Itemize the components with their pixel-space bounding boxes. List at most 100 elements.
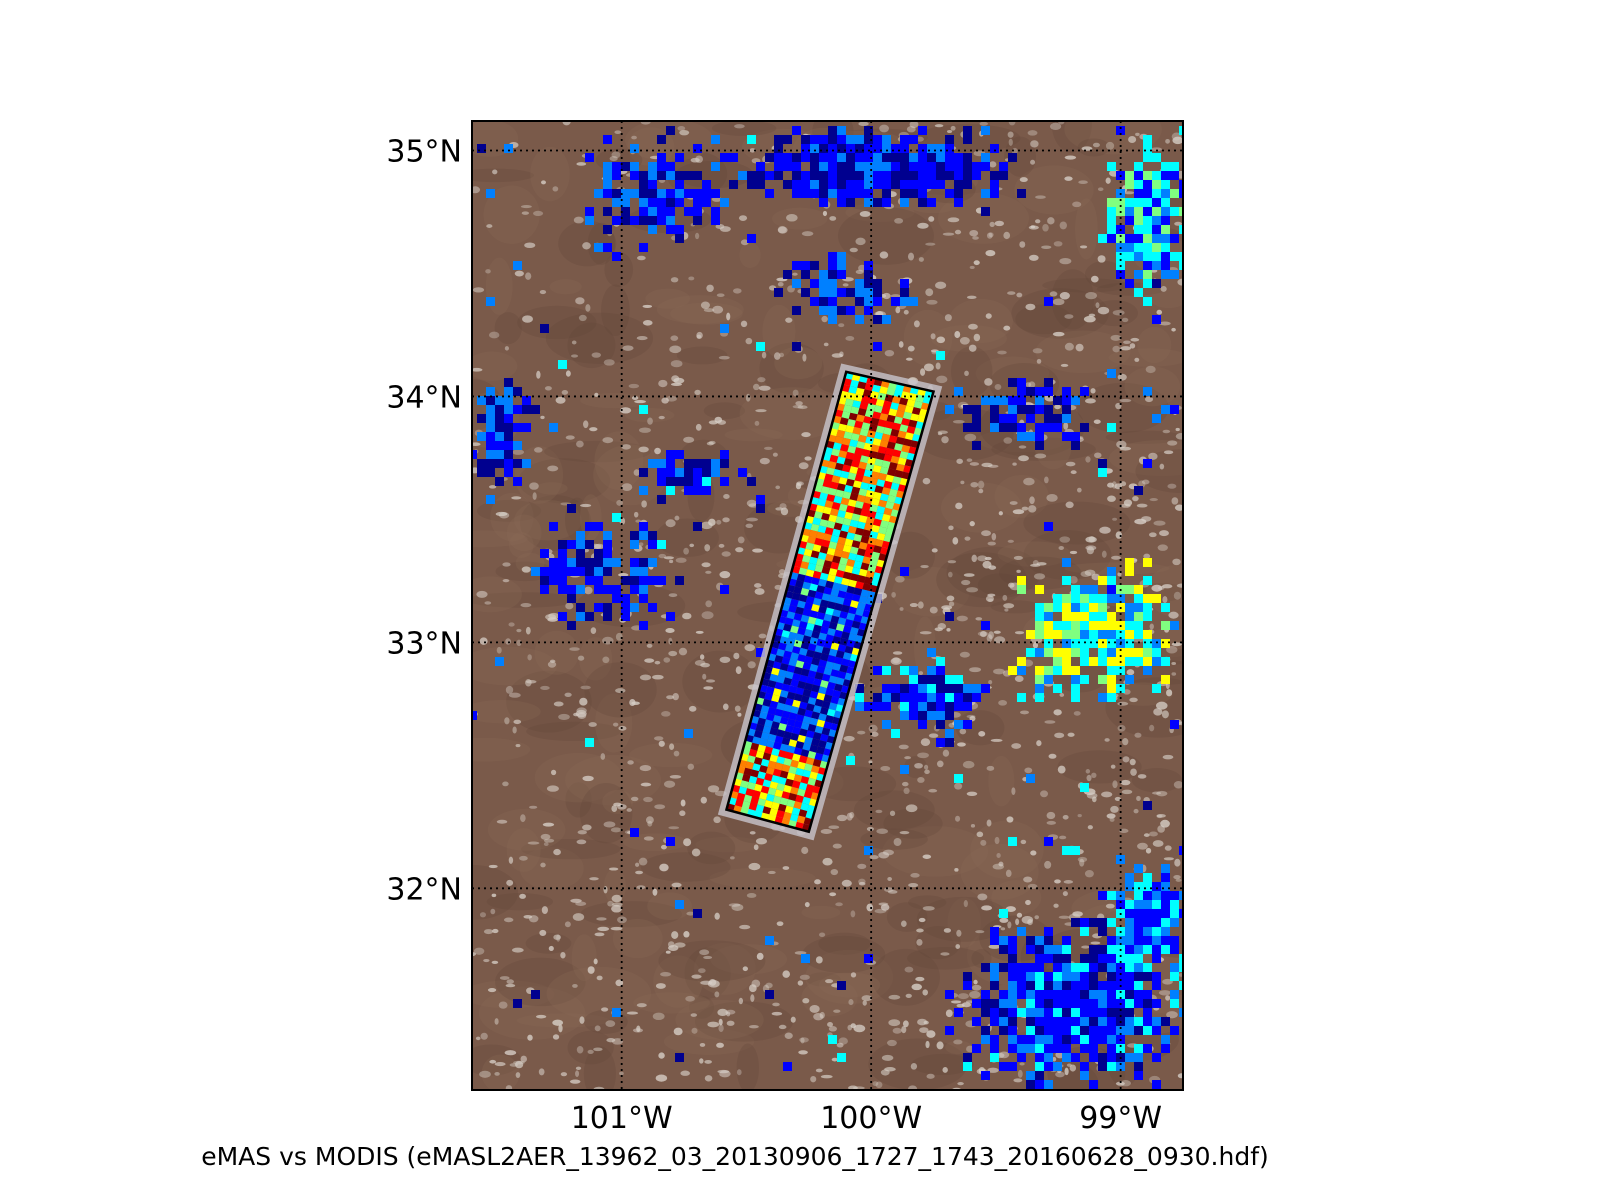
modis-pixel — [1071, 603, 1080, 612]
modis-pixel — [1179, 981, 1183, 990]
swath-cell — [807, 723, 817, 732]
modis-pixel — [819, 180, 828, 189]
land-patch — [1091, 300, 1138, 327]
cloud-speck — [919, 631, 932, 635]
modis-pixel — [756, 504, 765, 513]
cloud-speck — [916, 938, 923, 946]
modis-pixel — [594, 603, 603, 612]
cloud-speck — [898, 341, 904, 348]
cloud-speck — [665, 627, 675, 634]
swath-cell — [868, 423, 878, 432]
swath-cell — [834, 656, 843, 665]
modis-pixel — [702, 459, 711, 468]
modis-pixel — [846, 198, 855, 207]
modis-pixel — [783, 270, 792, 279]
cloud-speck — [950, 125, 956, 131]
swath-cell — [807, 616, 817, 625]
swath-cell — [807, 697, 817, 706]
modis-pixel — [1044, 666, 1053, 675]
cloud-speck — [565, 435, 575, 440]
modis-pixel — [1062, 405, 1071, 414]
swath-cell — [845, 478, 855, 487]
swath-cell — [844, 619, 854, 627]
cloud-speck — [726, 312, 731, 321]
swath-cell — [842, 491, 852, 500]
cloud-speck — [565, 370, 571, 377]
modis-pixel — [639, 585, 648, 594]
modis-pixel — [1143, 963, 1152, 972]
cloud-speck — [1152, 791, 1162, 795]
modis-pixel — [1125, 171, 1134, 180]
modis-pixel — [873, 693, 882, 702]
cloud-speck — [703, 686, 714, 690]
swath-cell — [870, 471, 880, 480]
modis-pixel — [864, 270, 873, 279]
swath-cell — [778, 723, 787, 732]
swath-cell — [890, 428, 900, 437]
modis-pixel — [486, 297, 495, 306]
modis-pixel — [1143, 918, 1152, 927]
modis-pixel — [531, 567, 540, 576]
swath-cell — [845, 451, 855, 460]
modis-pixel — [1017, 1008, 1026, 1017]
modis-pixel — [558, 585, 567, 594]
modis-pixel — [495, 432, 504, 441]
swath-cell — [878, 499, 888, 508]
modis-pixel — [882, 198, 891, 207]
cloud-speck — [736, 1069, 742, 1076]
swath-cell — [844, 565, 854, 574]
cloud-speck — [1173, 591, 1182, 600]
modis-pixel — [1080, 918, 1089, 927]
swath-cell — [767, 733, 777, 742]
swath-cell — [886, 441, 896, 450]
modis-pixel — [1152, 234, 1161, 243]
cloud-speck — [641, 500, 647, 508]
cloud-speck — [955, 502, 963, 510]
modis-pixel — [1071, 1008, 1080, 1017]
modis-pixel — [1161, 918, 1170, 927]
modis-pixel — [639, 558, 648, 567]
cloud-speck — [948, 571, 953, 578]
modis-pixel — [1134, 945, 1143, 954]
cloud-speck — [1157, 544, 1168, 551]
modis-pixel — [1044, 1008, 1053, 1017]
swath-cell — [816, 558, 825, 567]
cloud-speck — [1124, 191, 1135, 195]
modis-pixel — [855, 144, 864, 153]
cloud-speck — [987, 541, 996, 546]
modis-pixel — [504, 396, 513, 405]
modis-pixel — [1053, 972, 1062, 981]
cloud-speck — [738, 997, 744, 1005]
modis-pixel — [900, 189, 909, 198]
swath-cell — [885, 474, 895, 483]
modis-pixel — [918, 189, 927, 198]
modis-pixel — [585, 567, 594, 576]
swath-cell — [781, 737, 791, 746]
swath-cell — [856, 494, 866, 503]
swath-cell — [878, 526, 888, 535]
cloud-speck — [647, 417, 653, 425]
modis-pixel — [1062, 954, 1071, 963]
modis-pixel — [1080, 927, 1089, 936]
modis-pixel — [648, 198, 657, 207]
cloud-speck — [1153, 708, 1163, 716]
swath-cell — [762, 752, 772, 761]
swath-cell — [793, 586, 803, 595]
cloud-speck — [898, 744, 909, 750]
swath-cell — [790, 625, 799, 634]
cloud-speck — [575, 297, 585, 305]
modis-pixel — [675, 180, 684, 189]
cloud-speck — [1054, 732, 1065, 739]
modis-pixel — [873, 171, 882, 180]
swath-cell — [757, 744, 767, 753]
cloud-speck — [866, 903, 874, 912]
swath-cell — [860, 508, 870, 517]
cloud-speck — [820, 829, 833, 834]
modis-pixel — [1098, 918, 1107, 927]
modis-pixel — [1017, 387, 1026, 396]
modis-pixel — [1035, 1071, 1044, 1080]
cloud-speck — [1157, 825, 1165, 833]
modis-pixel — [891, 171, 900, 180]
modis-pixel — [828, 1035, 837, 1044]
modis-pixel — [1152, 999, 1161, 1008]
